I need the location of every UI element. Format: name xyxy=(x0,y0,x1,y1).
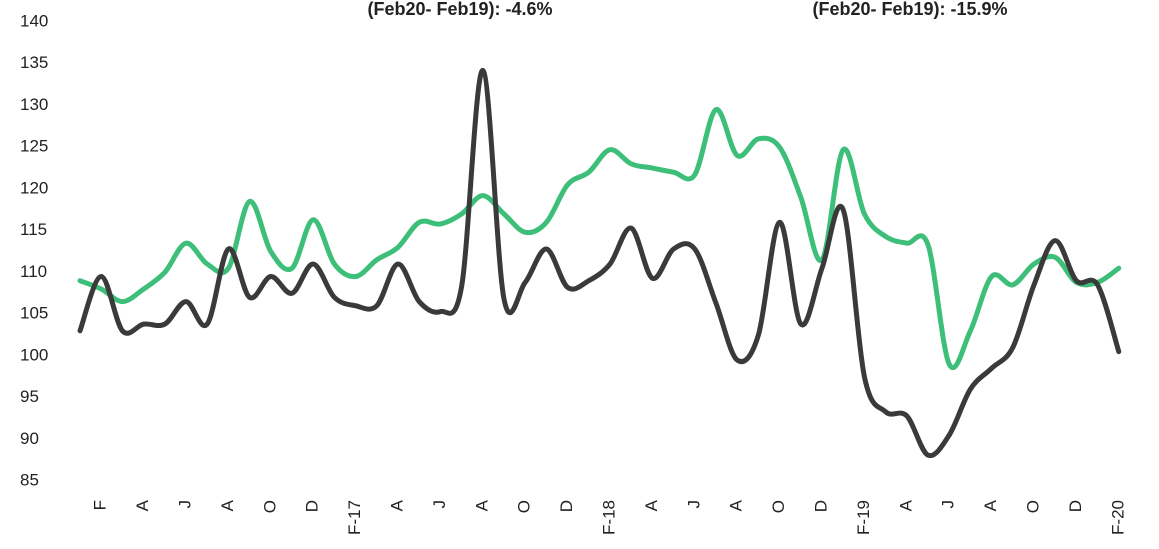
annotation: (Feb20- Feb19): -4.6% xyxy=(367,0,552,19)
x-tick-label: A xyxy=(727,499,746,511)
x-tick-label: F-20 xyxy=(1108,500,1127,535)
x-tick-label: A xyxy=(218,499,237,511)
y-tick-label: 130 xyxy=(20,95,48,114)
x-tick-label: O xyxy=(515,500,534,513)
y-tick-label: 85 xyxy=(20,470,39,489)
y-tick-label: 100 xyxy=(20,345,48,364)
y-tick-label: 135 xyxy=(20,53,48,72)
x-tick-label: O xyxy=(769,500,788,513)
x-tick-label: A xyxy=(642,499,661,511)
x-tick-label: J xyxy=(939,500,958,509)
x-tick-label: D xyxy=(557,500,576,512)
annotation: (Feb20- Feb19): -15.9% xyxy=(812,0,1007,19)
x-tick-label: F-17 xyxy=(345,500,364,535)
y-tick-label: 95 xyxy=(20,387,39,406)
x-tick-label: F-18 xyxy=(599,500,618,535)
y-tick-label: 115 xyxy=(20,220,47,239)
series-line xyxy=(77,107,1122,370)
y-tick-label: 90 xyxy=(20,429,39,448)
x-tick-label: F-19 xyxy=(854,500,873,535)
x-tick-label: A xyxy=(896,499,915,511)
x-tick-label: O xyxy=(260,500,279,513)
x-tick-label: D xyxy=(303,500,322,512)
y-tick-label: 110 xyxy=(20,262,47,281)
x-tick-label: O xyxy=(1023,500,1042,513)
x-tick-label: A xyxy=(133,499,152,511)
x-tick-label: A xyxy=(981,499,1000,511)
y-tick-label: 120 xyxy=(20,178,48,197)
x-tick-label: J xyxy=(684,500,703,509)
x-tick-label: J xyxy=(430,500,449,509)
y-tick-label: 125 xyxy=(20,137,48,156)
x-tick-label: D xyxy=(1066,500,1085,512)
x-tick-label: J xyxy=(175,500,194,509)
y-tick-label: 140 xyxy=(20,11,48,30)
x-tick-label: A xyxy=(472,499,491,511)
x-tick-label: D xyxy=(811,500,830,512)
series-line xyxy=(77,67,1122,459)
x-tick-label: A xyxy=(387,499,406,511)
x-tick-label: F xyxy=(91,500,110,510)
y-tick-label: 105 xyxy=(20,304,48,323)
